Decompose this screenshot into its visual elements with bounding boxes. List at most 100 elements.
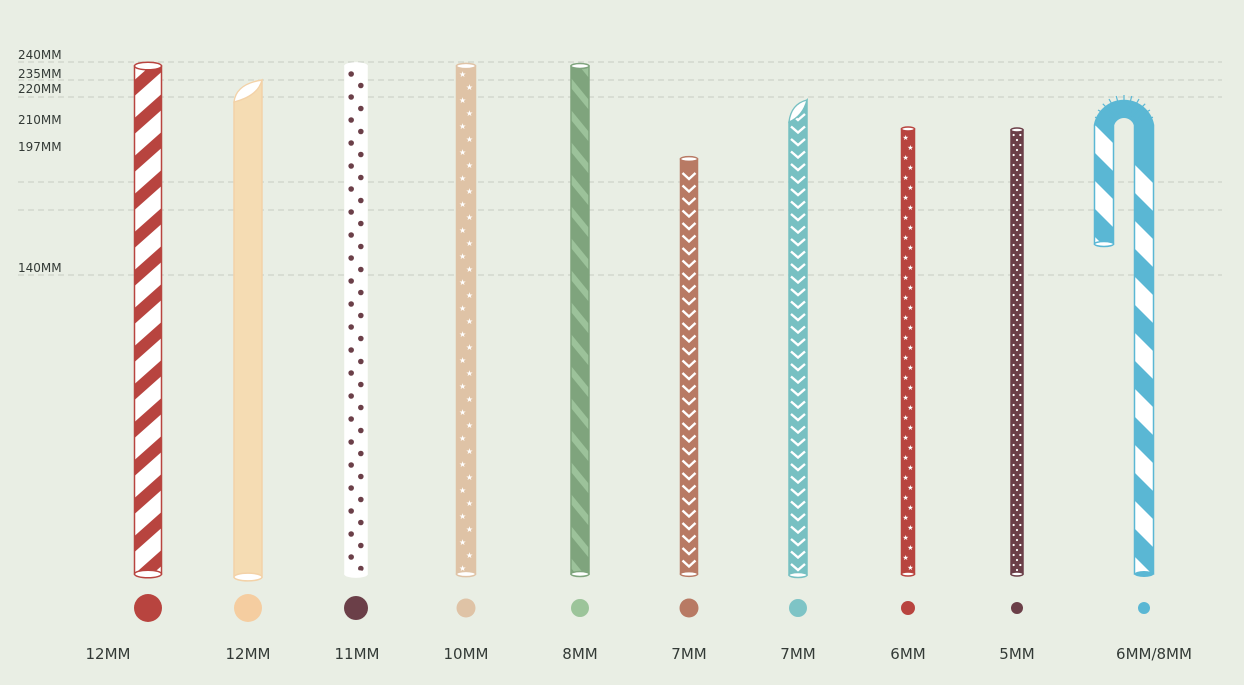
svg-text:★: ★ — [459, 148, 466, 157]
svg-text:★: ★ — [466, 395, 473, 404]
straw-pattern-chevrons — [681, 172, 697, 569]
candy-cane-body — [1094, 100, 1154, 575]
straw-end — [133, 569, 163, 579]
straw-s7 — [788, 97, 808, 579]
svg-text:★: ★ — [907, 444, 913, 452]
diameter-label: 11MM — [335, 645, 380, 663]
svg-text:★: ★ — [907, 404, 913, 412]
straw-opening — [455, 62, 477, 70]
straw-opening — [788, 99, 808, 124]
length-label-197: 197MM — [18, 140, 62, 154]
svg-text:★: ★ — [466, 525, 473, 534]
svg-text:★: ★ — [466, 265, 473, 274]
svg-text:★: ★ — [903, 334, 909, 342]
diameter-label: 6MM — [890, 645, 925, 663]
svg-text:★: ★ — [459, 174, 466, 183]
svg-text:★: ★ — [903, 394, 909, 402]
svg-text:★: ★ — [459, 486, 466, 495]
diameter-label: 12MM — [86, 645, 131, 663]
diameter-dot — [134, 594, 162, 622]
length-label-240: 240MM — [18, 48, 62, 62]
svg-text:★: ★ — [466, 109, 473, 118]
straw-end — [570, 570, 590, 578]
svg-text:★: ★ — [903, 174, 909, 182]
svg-text:★: ★ — [459, 70, 466, 79]
diameter-label: 7MM — [780, 645, 815, 663]
svg-text:★: ★ — [459, 278, 466, 287]
svg-text:★: ★ — [903, 214, 909, 222]
length-label-210: 210MM — [18, 113, 62, 127]
straws: ★★★★★★★★★★★★★★★★★★★★★★★★★★★★★★★★★★★★★★★★… — [133, 61, 1155, 582]
svg-text:★: ★ — [903, 434, 909, 442]
svg-text:★: ★ — [459, 304, 466, 313]
straw-opening — [1093, 240, 1115, 248]
diameter-label: 7MM — [671, 645, 706, 663]
svg-text:★: ★ — [459, 356, 466, 365]
svg-text:★: ★ — [903, 194, 909, 202]
diameter-dot — [679, 598, 699, 618]
straw-pattern-stars: ★★★★★★★★★★★★★★★★★★★★★★★★★★★★★★★★★★★★★★★ — [459, 70, 473, 573]
svg-text:★: ★ — [907, 284, 913, 292]
svg-text:★: ★ — [459, 408, 466, 417]
svg-text:★: ★ — [907, 204, 913, 212]
svg-text:★: ★ — [459, 330, 466, 339]
straw-pattern-stars: ★ ★ ★ ★ ★ ★ ★ ★ ★ ★ ★ ★ ★ ★ ★ ★ ★ ★ ★ ★ ★ ★ ★ ★ ★ ★ ★ ★ ★ ★ ★ ★ ★ ★ ★ ★ ★ ★ ★ ★… — [903, 134, 914, 572]
svg-text:★: ★ — [466, 369, 473, 378]
svg-text:★: ★ — [907, 184, 913, 192]
svg-text:★: ★ — [903, 154, 909, 162]
diameter-dot — [901, 601, 915, 615]
straw-end — [1134, 571, 1154, 577]
straw-opening — [570, 62, 590, 70]
straw-pattern-small-dots — [1012, 133, 1022, 572]
svg-text:★: ★ — [459, 538, 466, 547]
length-label-235: 235MM — [18, 67, 62, 81]
svg-text:★: ★ — [466, 161, 473, 170]
straw-pattern-chevrons-angled — [790, 113, 806, 572]
svg-text:★: ★ — [907, 164, 913, 172]
svg-text:★: ★ — [459, 122, 466, 131]
straw-body — [1011, 130, 1023, 574]
diameter-dot — [1138, 602, 1150, 614]
diameter-dot — [571, 599, 589, 617]
length-gridlines — [18, 61, 1222, 276]
svg-text:★: ★ — [903, 554, 909, 562]
candy-cane-outline — [1093, 99, 1155, 575]
svg-text:★: ★ — [907, 504, 913, 512]
straw-end — [455, 570, 477, 578]
length-label-220: 220MM — [18, 82, 62, 96]
diameter-label: 5MM — [999, 645, 1034, 663]
svg-text:★: ★ — [459, 252, 466, 261]
straw-s3 — [344, 62, 368, 578]
svg-text:★: ★ — [903, 234, 909, 242]
diameter-labels: 12MM 12MM 11MM 10MM 8MM 7MM 7MM 6MM 5MM … — [86, 645, 1192, 663]
straw-body — [456, 66, 476, 574]
svg-text:★: ★ — [459, 382, 466, 391]
svg-text:★: ★ — [466, 551, 473, 560]
svg-text:★: ★ — [466, 291, 473, 300]
diameter-dot — [344, 596, 368, 620]
straw-opening — [233, 79, 263, 103]
diameter-dots — [134, 594, 1150, 622]
diameter-label: 10MM — [444, 645, 489, 663]
svg-text:★: ★ — [466, 499, 473, 508]
svg-text:★: ★ — [907, 484, 913, 492]
svg-text:★: ★ — [466, 83, 473, 92]
svg-text:★: ★ — [903, 514, 909, 522]
length-labels: 240MM 235MM 220MM 210MM 197MM 140MM — [18, 48, 62, 275]
svg-text:★: ★ — [459, 226, 466, 235]
svg-text:★: ★ — [466, 343, 473, 352]
straw-pattern-polka-dots — [348, 71, 364, 572]
svg-text:★: ★ — [903, 534, 909, 542]
svg-text:★: ★ — [466, 239, 473, 248]
straw-s9 — [1010, 127, 1024, 577]
straw-end — [233, 572, 263, 582]
straw-end — [344, 570, 368, 578]
svg-text:★: ★ — [903, 294, 909, 302]
straw-s2 — [233, 78, 263, 582]
straw-opening — [900, 126, 916, 132]
straw-s6 — [679, 155, 699, 578]
svg-text:★: ★ — [907, 224, 913, 232]
straw-end — [788, 571, 808, 579]
svg-text:★: ★ — [907, 324, 913, 332]
